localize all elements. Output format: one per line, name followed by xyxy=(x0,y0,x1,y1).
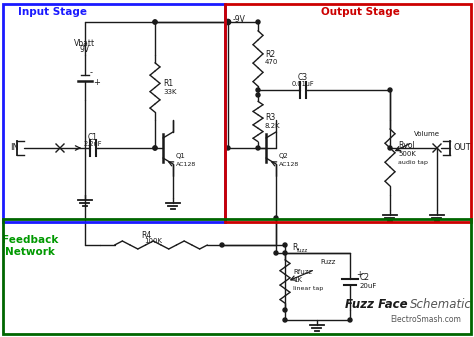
Text: R1: R1 xyxy=(163,79,173,88)
Circle shape xyxy=(153,20,157,24)
Text: IN: IN xyxy=(10,144,19,153)
Text: AC128: AC128 xyxy=(279,161,299,166)
Circle shape xyxy=(256,146,260,150)
Text: Vbatt: Vbatt xyxy=(74,38,96,48)
Circle shape xyxy=(226,146,230,150)
Circle shape xyxy=(283,308,287,312)
Text: 2.2uF: 2.2uF xyxy=(84,141,102,147)
Text: R4: R4 xyxy=(141,231,151,240)
Circle shape xyxy=(348,318,352,322)
Text: Fuzz: Fuzz xyxy=(320,258,336,265)
Circle shape xyxy=(153,146,157,150)
Text: Input Stage: Input Stage xyxy=(18,7,87,17)
Circle shape xyxy=(283,243,287,247)
Text: ElectroSmash.com: ElectroSmash.com xyxy=(390,315,461,325)
Text: R3: R3 xyxy=(265,113,275,122)
Text: linear tap: linear tap xyxy=(293,286,323,291)
Circle shape xyxy=(283,318,287,322)
Circle shape xyxy=(153,20,157,24)
Text: 8.2K: 8.2K xyxy=(265,123,281,128)
Circle shape xyxy=(226,20,230,24)
Text: Fuzz Face: Fuzz Face xyxy=(345,299,408,311)
Text: Q1: Q1 xyxy=(176,153,186,159)
Text: -9V: -9V xyxy=(233,16,246,25)
Text: 500K: 500K xyxy=(398,151,416,156)
Text: AC128: AC128 xyxy=(176,161,196,166)
Circle shape xyxy=(220,243,224,247)
Text: 20uF: 20uF xyxy=(360,282,377,288)
Text: R: R xyxy=(292,243,297,251)
Circle shape xyxy=(256,20,260,24)
Bar xyxy=(225,4,471,222)
Text: 33K: 33K xyxy=(163,89,176,94)
Text: Rvol: Rvol xyxy=(398,141,415,150)
Text: R2: R2 xyxy=(265,50,275,59)
Circle shape xyxy=(274,251,278,255)
Circle shape xyxy=(256,93,260,97)
Text: Output Stage: Output Stage xyxy=(320,7,400,17)
Text: 1K: 1K xyxy=(293,276,302,282)
Text: Volume: Volume xyxy=(414,131,440,137)
Text: +: + xyxy=(356,270,363,279)
Text: C1: C1 xyxy=(88,133,98,143)
Text: C2: C2 xyxy=(360,273,370,282)
Text: 470: 470 xyxy=(265,60,278,65)
Text: Rfuzz: Rfuzz xyxy=(293,269,312,275)
Text: C3: C3 xyxy=(298,73,308,83)
Circle shape xyxy=(274,216,278,220)
Text: audio tap: audio tap xyxy=(398,160,428,165)
Circle shape xyxy=(388,88,392,92)
Text: Network: Network xyxy=(5,247,55,257)
Text: Feedback: Feedback xyxy=(2,235,58,245)
Circle shape xyxy=(388,146,392,150)
Circle shape xyxy=(256,88,260,92)
Text: 9V: 9V xyxy=(80,45,90,55)
Text: +: + xyxy=(93,78,100,87)
Text: fuzz: fuzz xyxy=(297,247,308,252)
Bar xyxy=(3,4,225,222)
Text: 0.01uF: 0.01uF xyxy=(292,81,314,87)
Text: Schematic: Schematic xyxy=(410,299,472,311)
Bar xyxy=(3,219,471,334)
Circle shape xyxy=(153,146,157,150)
Circle shape xyxy=(283,251,287,255)
Text: 100K: 100K xyxy=(144,238,162,244)
Text: Q2: Q2 xyxy=(279,153,289,159)
Text: -: - xyxy=(90,68,93,77)
Text: OUT: OUT xyxy=(454,144,472,153)
